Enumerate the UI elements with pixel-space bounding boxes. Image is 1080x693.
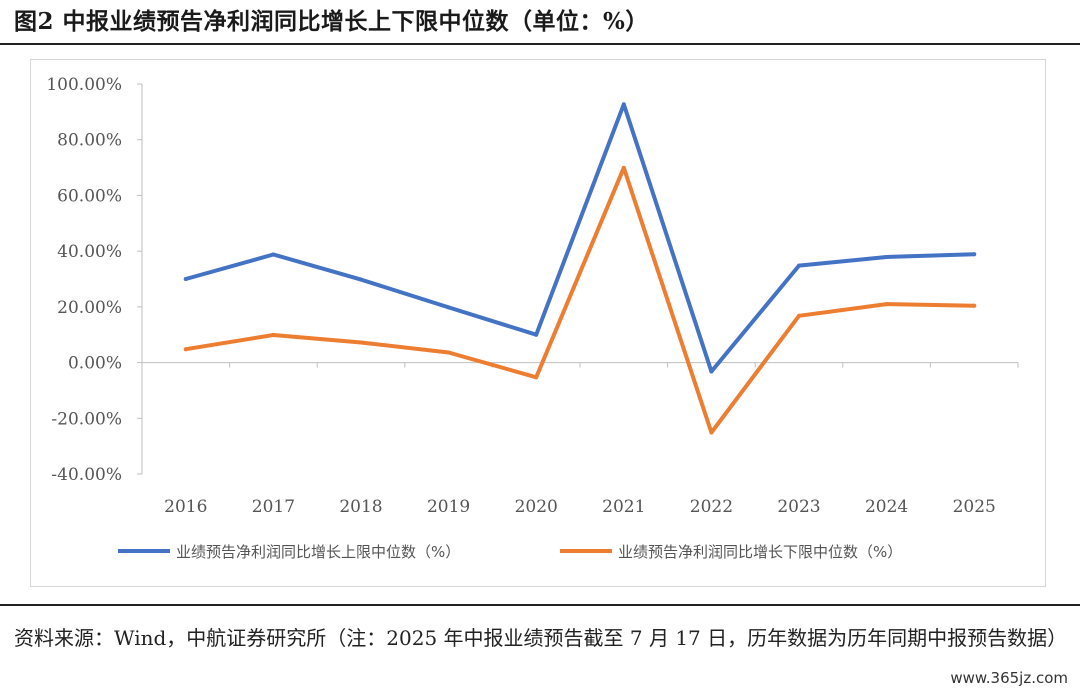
top-rule <box>0 43 1080 45</box>
x-tick-label: 2019 <box>427 497 470 517</box>
y-tick-label: 80.00% <box>57 131 122 151</box>
data-point <box>884 254 889 259</box>
x-tick-label: 2017 <box>252 497 295 517</box>
x-tick-label: 2016 <box>164 497 207 517</box>
data-point <box>359 340 363 345</box>
chart-frame <box>30 59 1046 587</box>
legend-label-1: 业绩预告净利润同比增长上限中位数（%） <box>176 543 460 561</box>
series-line-2 <box>183 165 977 435</box>
x-tick-label: 2021 <box>602 497 645 517</box>
x-tick-label: 2024 <box>865 497 908 517</box>
y-tick-label: 60.00% <box>57 186 122 206</box>
x-tick-label: 2025 <box>953 497 996 517</box>
y-tick-label: 0.00% <box>68 354 122 374</box>
data-point <box>797 263 801 268</box>
x-tick-label: 2018 <box>339 497 382 517</box>
data-point <box>271 332 276 337</box>
line-chart: 100.00% 80.00% 60.00% 40.00% 20.00% 0.00% -20.… <box>46 75 1019 561</box>
data-point <box>534 375 539 380</box>
bottom-rule <box>0 604 1080 606</box>
data-point <box>709 369 714 374</box>
data-point <box>359 277 363 282</box>
y-tick-label: 20.00% <box>57 298 122 318</box>
watermark: www.365jz.com <box>950 669 1068 687</box>
data-point <box>183 347 188 352</box>
legend: 业绩预告净利润同比增长上限中位数（%） 业绩预告净利润同比增长下限中位数（%） <box>118 543 902 561</box>
y-axis: 100.00% 80.00% 60.00% 40.00% 20.00% 0.00% -20.… <box>46 75 143 485</box>
data-point <box>446 305 451 310</box>
data-point <box>271 252 276 257</box>
figure-title: 图2 中报业绩预告净利润同比增长上下限中位数（单位：%） <box>14 8 649 35</box>
y-tick-label: -20.00% <box>51 409 122 429</box>
series-lines <box>183 102 977 435</box>
data-point <box>621 102 626 107</box>
data-point <box>884 302 889 307</box>
y-tick-label: 40.00% <box>57 242 122 262</box>
x-tick-label: 2023 <box>777 497 820 517</box>
data-point <box>446 350 451 355</box>
x-tick-label: 2022 <box>690 497 733 517</box>
data-point <box>709 430 714 435</box>
series-line-1 <box>183 102 977 374</box>
legend-label-2: 业绩预告净利润同比增长下限中位数（%） <box>618 543 902 561</box>
data-point <box>621 165 626 170</box>
x-tick-label: 2020 <box>515 497 558 517</box>
x-axis: 2016 2017 2018 2019 2020 2021 2022 2023 2024 2025 <box>141 362 1019 517</box>
data-point <box>183 277 188 281</box>
data-point <box>972 303 977 308</box>
y-tick-label: 100.00% <box>46 75 122 95</box>
data-point <box>972 252 977 257</box>
data-point <box>534 332 539 337</box>
source-note: 资料来源：Wind，中航证券研究所（注：2025 年中报业绩预告截至 7 月 1… <box>14 626 1068 650</box>
data-point <box>797 313 801 318</box>
y-tick-label: -40.00% <box>51 465 122 485</box>
